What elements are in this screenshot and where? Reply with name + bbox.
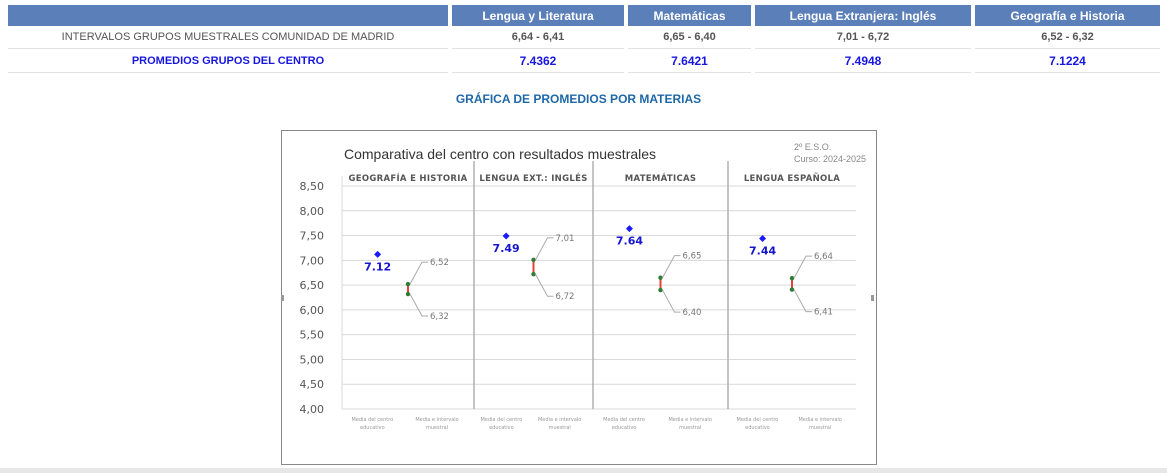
x-category-label: Media e intervalo — [668, 417, 711, 423]
y-tick-label: 6,50 — [300, 279, 325, 292]
resize-handle-right[interactable] — [871, 295, 874, 301]
y-tick-label: 5,50 — [300, 329, 325, 342]
x-category-label: educativo — [360, 425, 385, 431]
panel-title: MATEMÁTICAS — [625, 172, 697, 184]
interval-high-leader — [535, 237, 554, 261]
cell-average-lengua: 7.4362 — [452, 49, 624, 73]
row-label-averages: PROMEDIOS GRUPOS DEL CENTRO — [8, 49, 448, 73]
interval-low-label: 6,40 — [683, 308, 702, 318]
x-category-label: Media del centro — [737, 417, 779, 423]
centre-mean-label: 7.64 — [616, 235, 643, 248]
chart-image-frame: Comparativa del centro con resultados mu… — [281, 130, 877, 465]
interval-low-leader — [409, 293, 428, 317]
chart-subtitle-line: 2º E.S.O. — [794, 142, 831, 152]
y-tick-label: 5,00 — [300, 353, 325, 366]
comparison-chart: Comparativa del centro con resultados mu… — [300, 142, 867, 431]
interval-low-leader — [662, 289, 681, 313]
x-category-label: educativo — [612, 425, 637, 431]
x-category-label: muestral — [679, 425, 701, 431]
y-tick-label: 7,50 — [300, 230, 325, 243]
interval-low-label: 6,32 — [430, 312, 449, 322]
x-category-label: Media del centro — [480, 417, 522, 423]
y-tick-label: 4,50 — [300, 378, 325, 391]
header-ingles: Lengua Extranjera: Inglés — [755, 5, 971, 26]
cell-interval-matematicas: 6,65 - 6,40 — [628, 26, 751, 49]
cell-average-matematicas: 7.6421 — [628, 49, 751, 73]
table-header-row: Lengua y Literatura Matemáticas Lengua E… — [8, 5, 1160, 26]
centre-mean-marker — [625, 225, 633, 233]
cell-average-geografia: 7.1224 — [975, 49, 1160, 73]
panel-title: LENGUA ESPAÑOLA — [744, 173, 840, 184]
y-tick-label: 6,00 — [300, 304, 325, 317]
page-footer-bar — [0, 468, 1167, 473]
interval-high-marker — [531, 257, 536, 263]
chart-title: Comparativa del centro con resultados mu… — [344, 146, 656, 162]
interval-high-marker — [658, 275, 663, 280]
panel-title: GEOGRAFÍA E HISTORIA — [348, 172, 467, 184]
chart-section-title: GRÁFICA DE PROMEDIOS POR MATERIAS — [455, 92, 702, 106]
interval-high-leader — [793, 255, 812, 279]
panel-title: LENGUA EXT.: INGLÉS — [479, 172, 587, 184]
table-row-averages: PROMEDIOS GRUPOS DEL CENTRO 7.4362 7.642… — [8, 49, 1160, 73]
x-category-label: muestral — [549, 425, 571, 431]
results-table: Lengua y Literatura Matemáticas Lengua E… — [4, 5, 1164, 73]
header-geografia-historia: Geografía e Historia — [975, 5, 1160, 26]
x-category-label: educativo — [489, 425, 514, 431]
x-category-label: Media del centro — [603, 417, 645, 423]
interval-low-marker — [531, 272, 536, 277]
interval-high-leader — [662, 255, 681, 278]
y-tick-label: 8,00 — [300, 205, 325, 218]
x-category-label: educativo — [745, 425, 770, 431]
interval-low-leader — [535, 273, 554, 297]
interval-high-leader — [409, 261, 428, 285]
interval-low-label: 6,41 — [814, 308, 833, 318]
centre-mean-marker — [759, 235, 767, 243]
x-category-label: Media e intervalo — [538, 417, 581, 423]
interval-low-marker — [405, 291, 411, 297]
y-tick-label: 7,00 — [300, 254, 325, 267]
interval-high-label: 6,64 — [814, 252, 833, 262]
interval-low-marker — [658, 287, 663, 293]
interval-low-leader — [793, 289, 812, 313]
y-tick-label: 8,50 — [300, 180, 325, 193]
x-category-label: Media e intervalo — [798, 417, 841, 423]
y-tick-label: 4,00 — [300, 403, 325, 416]
cell-average-ingles: 7.4948 — [755, 49, 971, 73]
interval-low-label: 6,72 — [556, 292, 575, 302]
centre-mean-label: 7.44 — [749, 245, 776, 258]
row-label-intervals: INTERVALOS GRUPOS MUESTRALES COMUNIDAD D… — [8, 26, 448, 49]
centre-mean-marker — [502, 232, 510, 240]
x-category-label: muestral — [426, 425, 448, 431]
centre-mean-label: 7.49 — [493, 242, 520, 255]
header-matematicas: Matemáticas — [628, 5, 751, 26]
interval-high-marker — [405, 281, 411, 287]
interval-high-label: 6,52 — [430, 258, 449, 268]
interval-high-label: 7,01 — [556, 234, 575, 244]
cell-interval-geografia: 6,52 - 6,32 — [975, 26, 1160, 49]
cell-interval-lengua: 6,64 - 6,41 — [452, 26, 624, 49]
interval-high-label: 6,65 — [683, 252, 702, 262]
interval-high-marker — [789, 275, 795, 281]
centre-mean-marker — [374, 250, 382, 258]
chart-subtitle-line: Curso: 2024-2025 — [794, 154, 866, 164]
x-category-label: Media del centro — [351, 417, 393, 423]
cell-interval-ingles: 7,01 - 6,72 — [755, 26, 971, 49]
centre-mean-label: 7.12 — [364, 260, 391, 273]
x-category-label: Media e intervalo — [415, 417, 458, 423]
x-category-label: muestral — [809, 425, 831, 431]
header-blank-cell — [8, 5, 448, 26]
interval-low-marker — [789, 287, 795, 292]
table-row-intervals: INTERVALOS GRUPOS MUESTRALES COMUNIDAD D… — [8, 26, 1160, 49]
resize-handle-left[interactable] — [281, 295, 284, 301]
header-lengua-literatura: Lengua y Literatura — [452, 5, 624, 26]
